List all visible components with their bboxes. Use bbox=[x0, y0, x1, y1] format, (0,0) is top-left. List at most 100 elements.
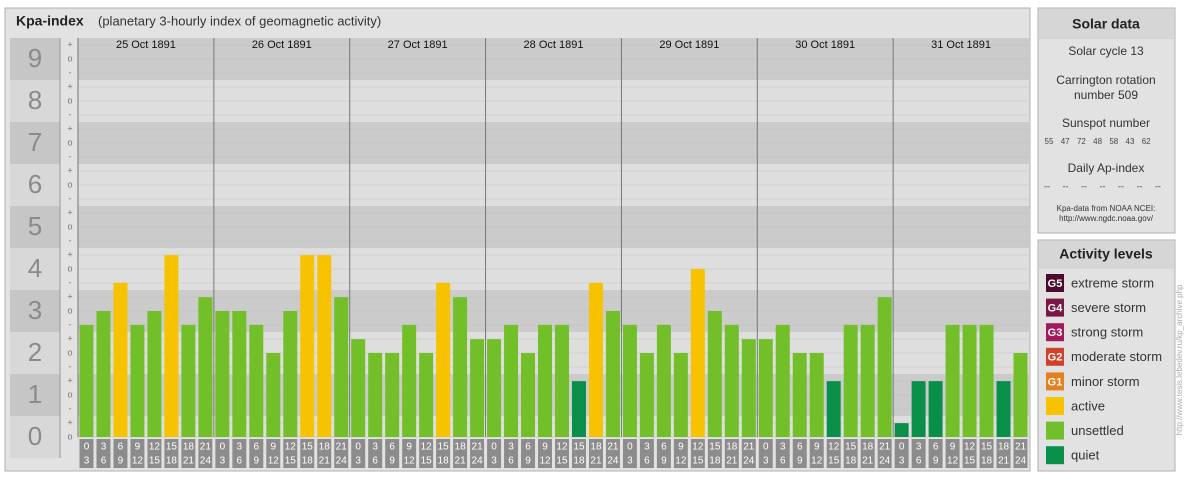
sunspot-title: Sunspot number bbox=[1062, 116, 1150, 130]
solar-panel bbox=[1037, 7, 1176, 234]
hour-box bbox=[707, 439, 722, 468]
hour-start: 12 bbox=[692, 442, 704, 453]
sub-tick-label: - bbox=[69, 319, 72, 329]
bar bbox=[673, 353, 688, 437]
hour-end: 9 bbox=[389, 456, 395, 467]
level-label: active bbox=[1071, 398, 1105, 413]
hour-start: 21 bbox=[743, 442, 755, 453]
hour-start: 15 bbox=[981, 442, 993, 453]
hour-box bbox=[877, 439, 892, 468]
hour-start: 15 bbox=[709, 442, 721, 453]
hour-start: 21 bbox=[472, 442, 484, 453]
sub-tick-label: + bbox=[67, 291, 72, 301]
bar bbox=[741, 339, 756, 437]
hour-start: 0 bbox=[220, 442, 226, 453]
hour-end: 15 bbox=[828, 456, 840, 467]
hour-box bbox=[181, 439, 196, 468]
bar bbox=[979, 324, 994, 437]
bar bbox=[945, 324, 960, 437]
sub-tick-label: + bbox=[67, 165, 72, 175]
carrington: Carrington rotation bbox=[1056, 73, 1155, 87]
hour-end: 18 bbox=[166, 456, 178, 467]
hour-end: 3 bbox=[355, 456, 361, 467]
hour-end: 15 bbox=[421, 456, 433, 467]
y-label-band bbox=[10, 80, 60, 122]
level-code: G4 bbox=[1048, 303, 1064, 315]
y-label-band bbox=[10, 38, 60, 80]
bar bbox=[79, 324, 94, 437]
day-label: 25 Oct 1891 bbox=[116, 39, 176, 51]
bar bbox=[928, 381, 943, 437]
hour-box bbox=[758, 439, 773, 468]
hour-box bbox=[385, 439, 400, 468]
y-label-band bbox=[10, 416, 60, 458]
sub-tick-label: + bbox=[67, 249, 72, 259]
bar bbox=[487, 339, 502, 437]
hour-start: 12 bbox=[149, 442, 161, 453]
sub-tick-label: o bbox=[67, 305, 72, 315]
hour-end: 15 bbox=[285, 456, 297, 467]
hour-end: 15 bbox=[692, 456, 704, 467]
sub-tick-label: - bbox=[69, 235, 72, 245]
ap-value: -- bbox=[1118, 181, 1124, 191]
hour-start: 3 bbox=[780, 442, 786, 453]
bar bbox=[911, 381, 926, 437]
hour-box bbox=[860, 439, 875, 468]
bar bbox=[317, 255, 332, 437]
y-band bbox=[78, 416, 1029, 437]
hour-start: 18 bbox=[862, 442, 874, 453]
hour-end: 12 bbox=[539, 456, 551, 467]
y-label-band bbox=[10, 248, 60, 290]
level-swatch bbox=[1046, 298, 1064, 317]
sunspot-value: 48 bbox=[1093, 137, 1102, 146]
sub-tick-label: + bbox=[67, 81, 72, 91]
hour-box bbox=[538, 439, 552, 468]
bar bbox=[690, 269, 705, 437]
sub-tick-label: + bbox=[67, 333, 72, 343]
hour-start: 21 bbox=[879, 442, 891, 453]
hour-end: 6 bbox=[237, 456, 243, 467]
y-tick-label: 5 bbox=[28, 211, 42, 241]
level-label: unsettled bbox=[1071, 423, 1124, 438]
bar bbox=[453, 297, 468, 437]
bar bbox=[368, 353, 383, 437]
hour-box bbox=[809, 439, 824, 468]
level-swatch bbox=[1046, 323, 1064, 342]
sub-tick-label: o bbox=[67, 263, 72, 273]
y-tick-label: 2 bbox=[28, 337, 42, 367]
hour-start: 15 bbox=[845, 442, 857, 453]
sub-tick-label: + bbox=[67, 123, 72, 133]
level-code: G2 bbox=[1048, 352, 1063, 364]
hour-end: 18 bbox=[302, 456, 314, 467]
hour-start: 9 bbox=[135, 442, 141, 453]
hour-end: 18 bbox=[709, 456, 721, 467]
sub-tick-label: o bbox=[67, 221, 72, 231]
level-label: extreme storm bbox=[1071, 275, 1154, 290]
hour-box bbox=[622, 439, 637, 468]
hour-box bbox=[996, 439, 1011, 468]
hour-end: 18 bbox=[573, 456, 585, 467]
hour-box bbox=[436, 439, 451, 468]
hour-start: 6 bbox=[118, 442, 124, 453]
sub-tick-label: - bbox=[69, 277, 72, 287]
hour-start: 9 bbox=[950, 442, 956, 453]
hour-box bbox=[979, 439, 994, 468]
y-label-band bbox=[10, 164, 60, 206]
hour-box bbox=[232, 439, 247, 468]
level-label: minor storm bbox=[1071, 374, 1140, 389]
hour-start: 3 bbox=[644, 442, 650, 453]
bar bbox=[758, 339, 773, 437]
hour-box bbox=[147, 439, 162, 468]
hour-end: 3 bbox=[84, 456, 90, 467]
hour-end: 12 bbox=[675, 456, 687, 467]
hour-end: 15 bbox=[964, 456, 976, 467]
hour-end: 24 bbox=[743, 456, 755, 467]
hour-box bbox=[1013, 439, 1028, 468]
hour-start: 15 bbox=[438, 442, 450, 453]
solar-cycle: Solar cycle 13 bbox=[1068, 44, 1144, 58]
hour-start: 6 bbox=[661, 442, 667, 453]
hour-box bbox=[283, 439, 298, 468]
sunspot-value: 43 bbox=[1126, 137, 1135, 146]
ap-value: -- bbox=[1044, 181, 1050, 191]
